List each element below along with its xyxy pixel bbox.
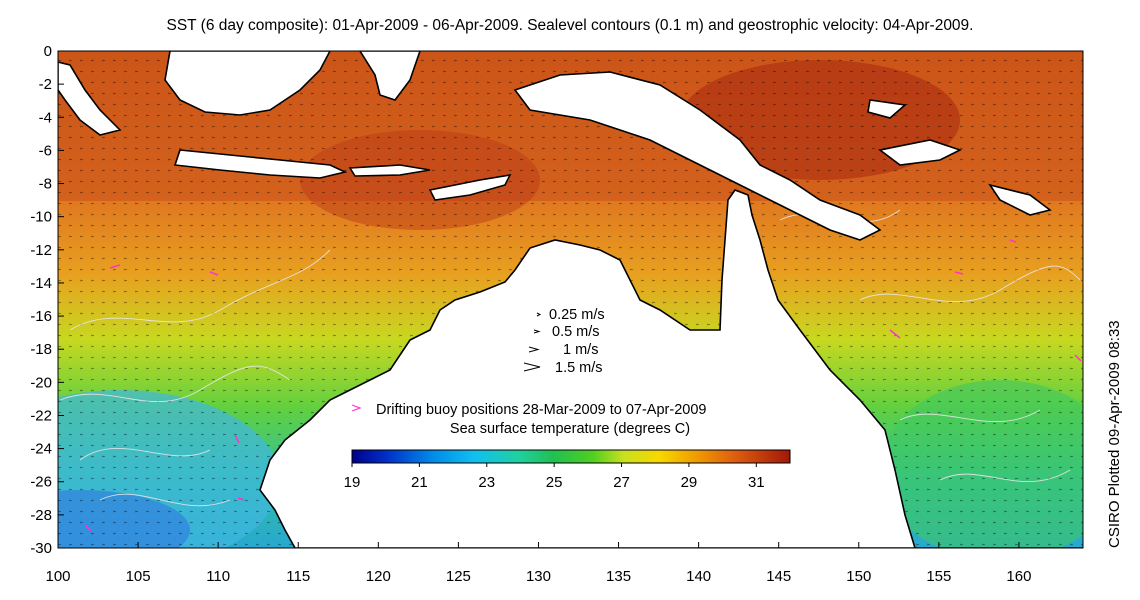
key-arrow-1 <box>528 346 540 353</box>
new-guinea-island <box>513 71 882 241</box>
map-plot-area <box>58 51 1083 548</box>
y-tick-label: -10 <box>30 209 52 226</box>
y-tick-label: -14 <box>30 275 52 292</box>
y-tick-label: -12 <box>30 242 52 259</box>
y-tick-label: -20 <box>30 374 52 391</box>
y-tick-label: -30 <box>30 540 52 557</box>
colorbar-tick-label: 25 <box>546 474 563 491</box>
buoy-legend-label: Drifting buoy positions 28-Mar-2009 to 0… <box>376 402 706 418</box>
x-tick-label: 105 <box>126 568 151 585</box>
x-tick-label: 160 <box>1006 568 1031 585</box>
colorbar-title: Sea surface temperature (degrees C) <box>450 421 690 437</box>
colorbar-scale <box>351 449 791 464</box>
x-tick-label: 155 <box>926 568 951 585</box>
y-tick-label: -28 <box>30 507 52 524</box>
velocity-key: 0.25 m/s 0.5 m/s 1 m/s 1.5 m/s <box>523 307 605 376</box>
flores-island <box>348 164 431 177</box>
plot-frame <box>57 50 1084 549</box>
x-tick-label: 125 <box>446 568 471 585</box>
key-arrow-025 <box>536 312 542 317</box>
x-tick-label: 100 <box>45 568 70 585</box>
y-tick-label: -24 <box>30 441 52 458</box>
key-label-15: 1.5 m/s <box>555 360 603 376</box>
x-tick-label: 130 <box>526 568 551 585</box>
colorbar-ticks: 19 21 23 25 27 29 31 <box>344 463 765 491</box>
map-title: SST (6 day composite): 01-Apr-2009 - 06-… <box>166 17 974 34</box>
key-label-025: 0.25 m/s <box>549 307 605 323</box>
y-tick-label: 0 <box>44 43 52 60</box>
key-label-1: 1 m/s <box>563 342 598 358</box>
x-tick-label: 110 <box>206 568 230 585</box>
y-tick-label: -6 <box>39 142 52 159</box>
new-britain-island <box>878 139 963 166</box>
colorbar-tick-label: 21 <box>411 474 428 491</box>
key-arrow-05 <box>533 329 541 334</box>
y-tick-label: -2 <box>39 76 52 93</box>
x-tick-label: 120 <box>366 568 391 585</box>
y-tick-label: -26 <box>30 474 52 491</box>
y-axis: 0 -2 -4 -6 -8 -10 -12 -14 -16 -18 -20 -22 -24 -26 -28 -… <box>30 43 64 557</box>
bismarck-island <box>867 99 907 119</box>
y-tick-label: -18 <box>30 341 52 358</box>
colorbar-tick-label: 23 <box>478 474 495 491</box>
y-tick-label: -8 <box>39 176 52 193</box>
sumatra-island <box>58 61 122 136</box>
x-tick-label: 135 <box>606 568 631 585</box>
x-axis: 100 105 110 115 120 125 130 135 140 145 150 155 160 <box>45 542 1031 585</box>
x-tick-label: 115 <box>286 568 310 585</box>
buoy-tracks <box>84 239 1082 532</box>
colorbar-tick-label: 27 <box>613 474 630 491</box>
y-tick-label: -16 <box>30 308 52 325</box>
buoy-legend-marker <box>351 404 362 412</box>
x-tick-label: 150 <box>846 568 871 585</box>
java-island <box>173 149 348 179</box>
key-arrow-15 <box>523 362 541 372</box>
colorbar-tick-label: 31 <box>748 474 765 491</box>
x-tick-label: 145 <box>766 568 791 585</box>
y-tick-label: -22 <box>30 407 52 424</box>
colorbar-tick-label: 29 <box>681 474 698 491</box>
y-tick-label: -4 <box>39 109 52 126</box>
key-label-05: 0.5 m/s <box>552 324 600 340</box>
timor-island <box>428 173 512 201</box>
colorbar-tick-label: 19 <box>344 474 361 491</box>
solomon-islands <box>988 183 1052 216</box>
sulawesi-island <box>359 51 421 101</box>
x-tick-label: 140 <box>686 568 711 585</box>
borneo-island <box>164 51 331 116</box>
